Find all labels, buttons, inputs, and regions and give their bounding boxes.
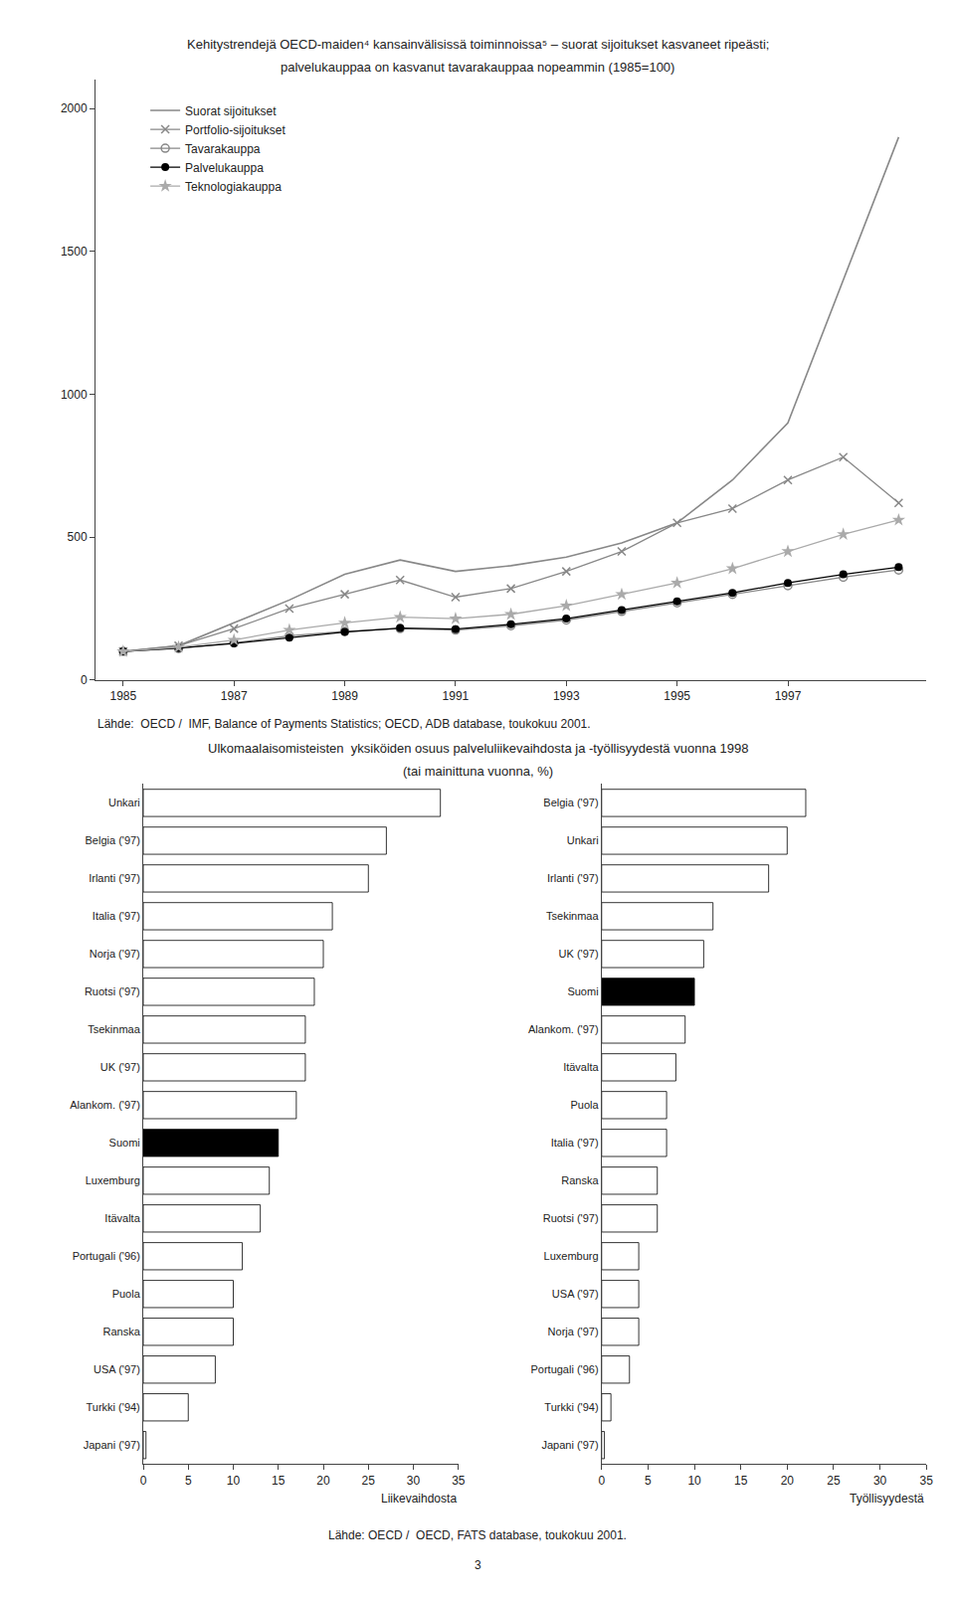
svg-text:Lähde: OECD / OECD, FATS data: Lähde: OECD / OECD, FATS database, touko…	[328, 1528, 627, 1543]
svg-text:Teknologiakauppa: Teknologiakauppa	[185, 180, 282, 194]
svg-text:Kehitystrendejä OECD-maiden⁴ k: Kehitystrendejä OECD-maiden⁴ kansainväli…	[187, 36, 769, 52]
svg-text:Ruotsi ('97): Ruotsi ('97)	[543, 1212, 599, 1225]
svg-text:Irlanti ('97): Irlanti ('97)	[547, 872, 599, 885]
svg-text:0: 0	[597, 1474, 605, 1489]
svg-text:Suorat sijoitukset: Suorat sijoitukset	[185, 104, 277, 119]
svg-text:Alankom. ('97): Alankom. ('97)	[69, 1099, 141, 1112]
svg-text:1987: 1987	[220, 689, 248, 704]
svg-text:Japani ('97): Japani ('97)	[541, 1439, 598, 1452]
svg-text:10: 10	[226, 1474, 241, 1489]
svg-text:3: 3	[474, 1558, 482, 1573]
svg-text:Tavarakauppa: Tavarakauppa	[185, 142, 261, 157]
svg-text:35: 35	[451, 1474, 466, 1489]
svg-text:30: 30	[873, 1474, 888, 1489]
svg-text:0: 0	[140, 1474, 148, 1489]
svg-text:Suomi: Suomi	[567, 985, 598, 998]
svg-text:Italia ('97): Italia ('97)	[92, 910, 141, 923]
svg-text:35: 35	[920, 1474, 935, 1489]
svg-text:Liikevaihdosta: Liikevaihdosta	[381, 1492, 457, 1507]
svg-text:Työllisyydestä: Työllisyydestä	[849, 1492, 925, 1507]
svg-text:(tai mainittuna vuonna, %): (tai mainittuna vuonna, %)	[402, 764, 554, 779]
svg-text:Alankom. ('97): Alankom. ('97)	[528, 1023, 599, 1036]
svg-text:USA ('97): USA ('97)	[552, 1288, 599, 1301]
svg-text:Turkki ('94): Turkki ('94)	[544, 1401, 598, 1414]
svg-text:1989: 1989	[331, 689, 359, 704]
svg-text:Puola: Puola	[112, 1288, 142, 1301]
svg-text:Itävalta: Itävalta	[563, 1061, 599, 1074]
svg-text:30: 30	[406, 1474, 421, 1489]
svg-text:Luxemburg: Luxemburg	[85, 1174, 141, 1187]
svg-text:Lähde: OECD / IMF, Balance o: Lähde: OECD / IMF, Balance of Payments S…	[97, 717, 591, 732]
svg-text:Luxemburg: Luxemburg	[544, 1250, 599, 1263]
svg-text:Puola: Puola	[570, 1099, 599, 1112]
svg-text:Portfolio-sijoitukset: Portfolio-sijoitukset	[185, 123, 286, 138]
svg-text:1985: 1985	[109, 689, 137, 704]
svg-text:Portugali ('96): Portugali ('96)	[72, 1250, 141, 1263]
svg-text:Japani ('97): Japani ('97)	[83, 1439, 141, 1452]
svg-text:1500: 1500	[60, 244, 88, 259]
svg-text:1000: 1000	[60, 387, 88, 402]
svg-text:UK ('97): UK ('97)	[100, 1061, 141, 1074]
svg-text:0: 0	[80, 673, 88, 688]
svg-text:Ranska: Ranska	[561, 1174, 599, 1187]
svg-text:20: 20	[316, 1474, 331, 1489]
svg-text:Ulkomaalaisomisteisten yksikö: Ulkomaalaisomisteisten yksiköiden osuus …	[207, 741, 749, 757]
svg-text:Turkki ('94): Turkki ('94)	[86, 1401, 141, 1414]
svg-text:15: 15	[271, 1474, 286, 1489]
svg-text:Suomi: Suomi	[109, 1137, 141, 1149]
svg-text:500: 500	[67, 530, 88, 545]
svg-text:25: 25	[362, 1474, 377, 1489]
svg-text:palvelukauppaa on kasvanut tav: palvelukauppaa on kasvanut tavarakauppaa…	[280, 59, 675, 75]
svg-text:Norja ('97): Norja ('97)	[548, 1326, 599, 1338]
svg-text:5: 5	[185, 1474, 192, 1489]
svg-text:Portugali ('96): Portugali ('96)	[530, 1363, 598, 1376]
svg-text:15: 15	[734, 1474, 749, 1489]
svg-text:Tsekinmaa: Tsekinmaa	[546, 910, 599, 923]
svg-text:Ruotsi ('97): Ruotsi ('97)	[84, 985, 141, 998]
svg-text:Unkari: Unkari	[108, 796, 141, 809]
svg-text:Itävalta: Itävalta	[104, 1212, 141, 1225]
svg-text:1993: 1993	[553, 689, 580, 704]
svg-text:Belgia ('97): Belgia ('97)	[85, 834, 141, 847]
svg-text:10: 10	[687, 1474, 702, 1489]
svg-text:Palvelukauppa: Palvelukauppa	[185, 161, 264, 176]
svg-text:1991: 1991	[442, 689, 470, 704]
svg-text:Unkari: Unkari	[567, 834, 599, 847]
svg-text:Norja ('97): Norja ('97)	[89, 948, 141, 960]
svg-text:1995: 1995	[663, 689, 691, 704]
svg-text:5: 5	[644, 1474, 652, 1489]
svg-text:Irlanti ('97): Irlanti ('97)	[88, 872, 141, 885]
svg-text:Tsekinmaa: Tsekinmaa	[87, 1023, 141, 1036]
svg-text:20: 20	[780, 1474, 795, 1489]
svg-text:Belgia ('97): Belgia ('97)	[543, 796, 598, 809]
svg-text:1997: 1997	[774, 689, 802, 704]
svg-text:Ranska: Ranska	[103, 1326, 142, 1338]
svg-text:Italia ('97): Italia ('97)	[551, 1137, 599, 1149]
svg-text:25: 25	[826, 1474, 841, 1489]
svg-text:UK ('97): UK ('97)	[559, 948, 599, 960]
svg-text:2000: 2000	[60, 101, 88, 116]
svg-text:USA ('97): USA ('97)	[93, 1363, 141, 1376]
